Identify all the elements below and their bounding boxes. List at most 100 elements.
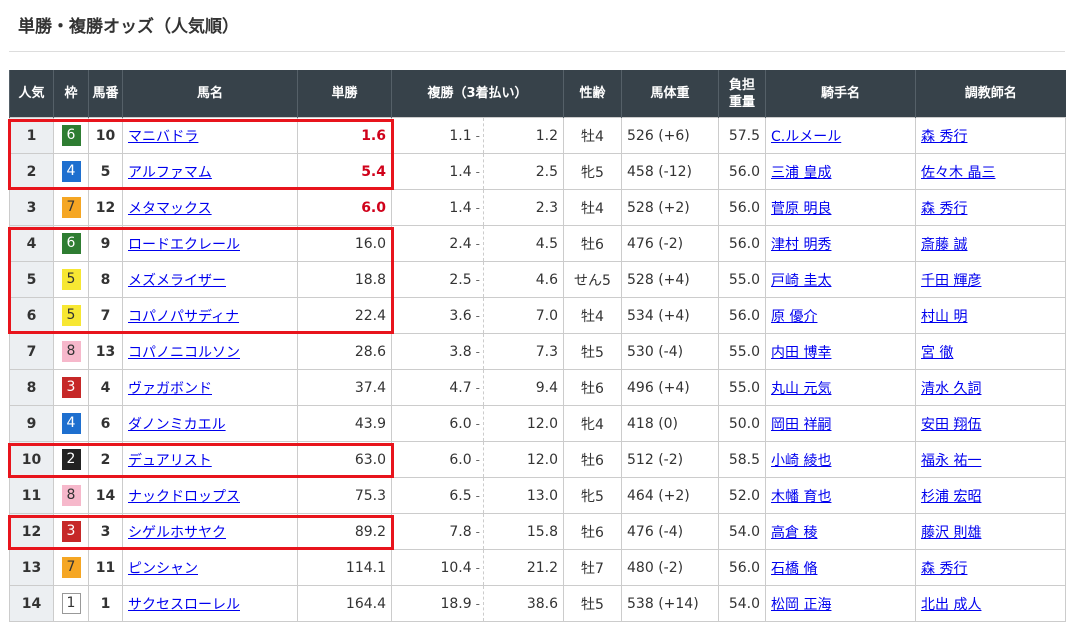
header-waku: 枠 [53,70,89,118]
jockey-link[interactable]: 木幡 育也 [771,488,832,505]
trainer-link[interactable]: 北出 成人 [921,596,982,613]
horse-name-link[interactable]: アルファマム [128,164,212,181]
jockey-link[interactable]: 三浦 皇成 [771,164,832,181]
jockey-cell: 津村 明秀 [765,225,917,262]
weight-cell: 464 (+2) [621,477,720,514]
trainer-cell: 森 秀行 [915,117,1067,154]
header-number: 馬番 [88,70,123,118]
horse-name-link[interactable]: ダノンミカエル [128,416,226,433]
table-row: 4 6 9 ロードエクレール 16.0 2.4-4.5 牡6 476 (-2) 56.0 津村 明… [9,225,1067,262]
place-max-cell: 7.0 [483,297,565,334]
horse-name-link[interactable]: シゲルホサヤク [128,524,226,541]
horse-number-cell: 6 [88,405,123,442]
horse-name-link[interactable]: メタマックス [128,200,212,217]
jockey-link[interactable]: 高倉 稜 [771,524,818,541]
waku-cell: 8 [53,477,89,514]
jockey-cell: C.ルメール [765,117,917,154]
table-row: 6 5 7 コパノパサディナ 22.4 3.6-7.0 牡4 534 (+4) 56.0 原 優介… [9,297,1067,334]
horse-name-link[interactable]: ナックドロップス [128,488,240,505]
weight-cell: 476 (-2) [621,225,720,262]
trainer-link[interactable]: 宮 徹 [921,344,954,361]
place-min: 18.9 [440,595,472,612]
horse-number-cell: 1 [88,585,123,622]
jockey-link[interactable]: 岡田 祥嗣 [771,416,832,433]
horse-name-link[interactable]: ロードエクレール [128,236,240,253]
sex-age-cell: 牡4 [563,117,623,154]
win-odds-cell: 37.4 [297,369,392,406]
horse-name-link[interactable]: ピンシャン [128,560,198,577]
rank-cell: 5 [9,261,54,298]
jockey-link[interactable]: 小崎 綾也 [771,452,832,469]
trainer-link[interactable]: 斎藤 誠 [921,236,968,253]
trainer-link[interactable]: 福永 祐一 [921,452,982,469]
horse-name-link[interactable]: メズメライザー [128,272,226,289]
trainer-link[interactable]: 佐々木 晶三 [921,164,996,181]
place-max-cell: 12.0 [483,441,565,478]
place-max-cell: 1.2 [483,117,565,154]
trainer-link[interactable]: 千田 輝彦 [921,272,982,289]
jockey-link[interactable]: C.ルメール [771,128,842,145]
waku-badge: 3 [61,521,81,542]
trainer-link[interactable]: 村山 明 [921,308,968,325]
trainer-cell: 千田 輝彦 [915,261,1067,298]
trainer-cell: 斎藤 誠 [915,225,1067,262]
horse-number-cell: 10 [88,117,123,154]
sex-age-cell: 牡6 [563,513,623,550]
horse-name-link[interactable]: サクセスローレル [128,596,240,613]
table-row: 14 1 1 サクセスローレル 164.4 18.9-38.6 牡5 538 (+14) 54.… [9,585,1067,622]
trainer-link[interactable]: 森 秀行 [921,128,968,145]
rank-cell: 8 [9,369,54,406]
jockey-link[interactable]: 内田 博幸 [771,344,832,361]
table-row: 9 4 6 ダノンミカエル 43.9 6.0-12.0 牝4 418 (0) 50.0 岡田 祥嗣… [9,405,1067,442]
trainer-link[interactable]: 森 秀行 [921,560,968,577]
place-min: 3.6 [449,307,472,324]
header-jockey: 騎手名 [765,70,916,118]
waku-badge: 6 [61,125,81,146]
rank-cell: 4 [9,225,54,262]
header-trainer: 調教師名 [915,70,1066,118]
header-burden: 負担重量 [718,70,766,118]
jockey-link[interactable]: 松岡 正海 [771,596,832,613]
trainer-cell: 北出 成人 [915,585,1067,622]
win-odds-cell: 89.2 [297,513,392,550]
place-min-cell: 3.8- [391,333,484,370]
place-min: 6.0 [449,451,472,468]
win-odds-cell: 63.0 [297,441,392,478]
horse-name-link[interactable]: コパノニコルソン [128,344,240,361]
jockey-link[interactable]: 丸山 元気 [771,380,832,397]
horse-number-cell: 13 [88,333,123,370]
place-min: 6.5 [449,487,472,504]
horse-name-cell: ダノンミカエル [122,405,298,442]
table-row: 5 5 8 メズメライザー 18.8 2.5-4.6 せん5 528 (+4) 55.0 戸崎 圭… [9,261,1067,298]
burden-cell: 57.5 [718,117,767,154]
jockey-link[interactable]: 津村 明秀 [771,236,832,253]
trainer-link[interactable]: 安田 翔伍 [921,416,982,433]
waku-badge: 8 [61,485,81,506]
horse-name-link[interactable]: デュアリスト [128,452,212,469]
win-odds-cell: 1.6 [297,117,392,154]
jockey-link[interactable]: 石橋 脩 [771,560,818,577]
win-odds-cell: 18.8 [297,261,392,298]
jockey-link[interactable]: 原 優介 [771,308,818,325]
range-separator: - [475,308,480,323]
jockey-cell: 菅原 明良 [765,189,917,226]
burden-cell: 56.0 [718,549,767,586]
horse-name-link[interactable]: ヴァガボンド [128,380,212,397]
horse-number-cell: 12 [88,189,123,226]
burden-cell: 56.0 [718,225,767,262]
sex-age-cell: 牡6 [563,225,623,262]
horse-name-cell: ロードエクレール [122,225,298,262]
trainer-cell: 福永 祐一 [915,441,1067,478]
horse-name-cell: マニバドラ [122,117,298,154]
trainer-cell: 藤沢 則雄 [915,513,1067,550]
sex-age-cell: 牝5 [563,153,623,190]
trainer-link[interactable]: 清水 久詞 [921,380,982,397]
horse-name-link[interactable]: コパノパサディナ [128,308,240,325]
place-max-cell: 12.0 [483,405,565,442]
trainer-link[interactable]: 藤沢 則雄 [921,524,982,541]
horse-name-link[interactable]: マニバドラ [128,128,199,145]
trainer-link[interactable]: 杉浦 宏昭 [921,488,982,505]
jockey-link[interactable]: 戸崎 圭太 [771,272,832,289]
trainer-link[interactable]: 森 秀行 [921,200,968,217]
jockey-link[interactable]: 菅原 明良 [771,200,832,217]
